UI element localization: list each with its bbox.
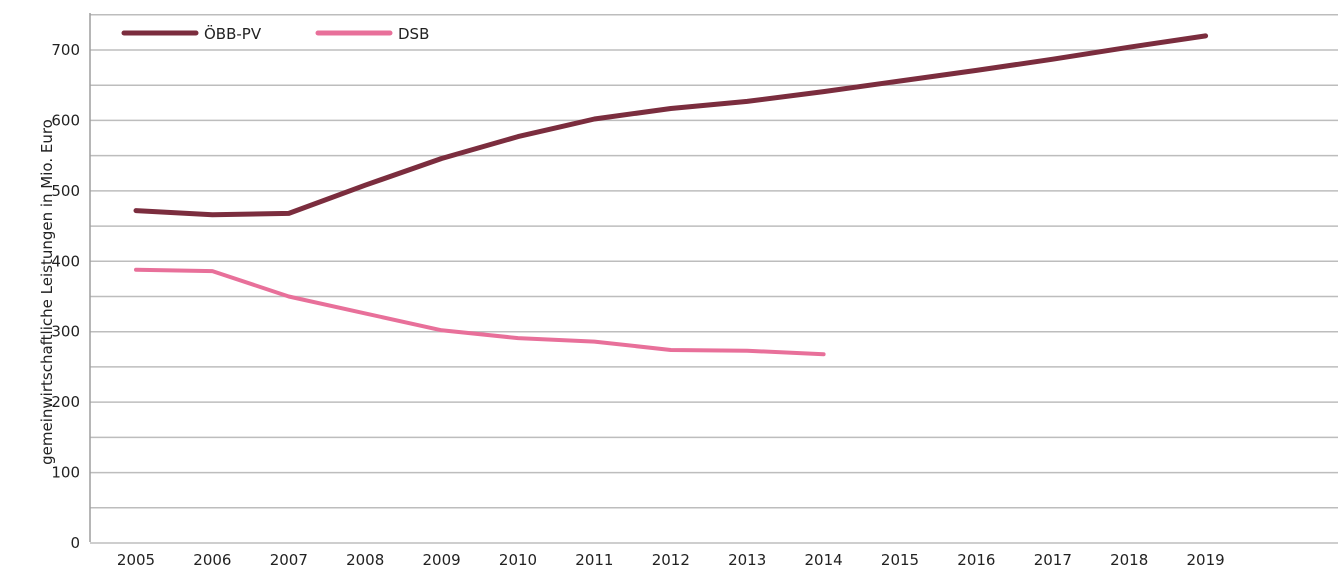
x-tick-label: 2009 — [423, 551, 461, 569]
series-line-dsb — [134, 267, 826, 357]
x-tick-label: 2005 — [117, 551, 155, 569]
y-tick-label: 600 — [51, 111, 80, 129]
legend-label: DSB — [398, 25, 429, 43]
x-tick-label: 2006 — [193, 551, 231, 569]
x-tick-label: 2013 — [728, 551, 766, 569]
y-tick-label: 400 — [51, 252, 80, 270]
x-tick-label: 2017 — [1034, 551, 1072, 569]
series-lines — [133, 33, 1209, 357]
x-tick-label: 2018 — [1110, 551, 1148, 569]
y-tick-label: 300 — [51, 323, 80, 341]
x-tick-label: 2019 — [1187, 551, 1225, 569]
series-line-oebb-pv — [133, 33, 1209, 218]
y-tick-label: 700 — [51, 41, 80, 59]
x-tick-label: 2011 — [575, 551, 613, 569]
x-tick-label: 2008 — [346, 551, 384, 569]
gridlines — [90, 14, 1338, 544]
x-tick-label: 2010 — [499, 551, 537, 569]
axes: 0 100 200 300 400 500 600 700 2005 2006 2007 2008 20… — [51, 13, 1225, 569]
x-tick-label: 2012 — [652, 551, 690, 569]
y-tick-label: 100 — [51, 464, 80, 482]
x-tick-label: 2016 — [957, 551, 995, 569]
y-tick-label: 500 — [51, 182, 80, 200]
y-axis-title: gemeinwirtschaftliche Leistungen in Mio.… — [38, 119, 56, 465]
x-tick-label: 2007 — [270, 551, 308, 569]
y-tick-label: 200 — [51, 393, 80, 411]
x-tick-label: 2014 — [805, 551, 843, 569]
legend: ÖBB-PV DSB — [121, 24, 429, 43]
y-tick-label: 0 — [70, 534, 80, 552]
legend-label: ÖBB-PV — [204, 24, 262, 43]
x-tick-label: 2015 — [881, 551, 919, 569]
